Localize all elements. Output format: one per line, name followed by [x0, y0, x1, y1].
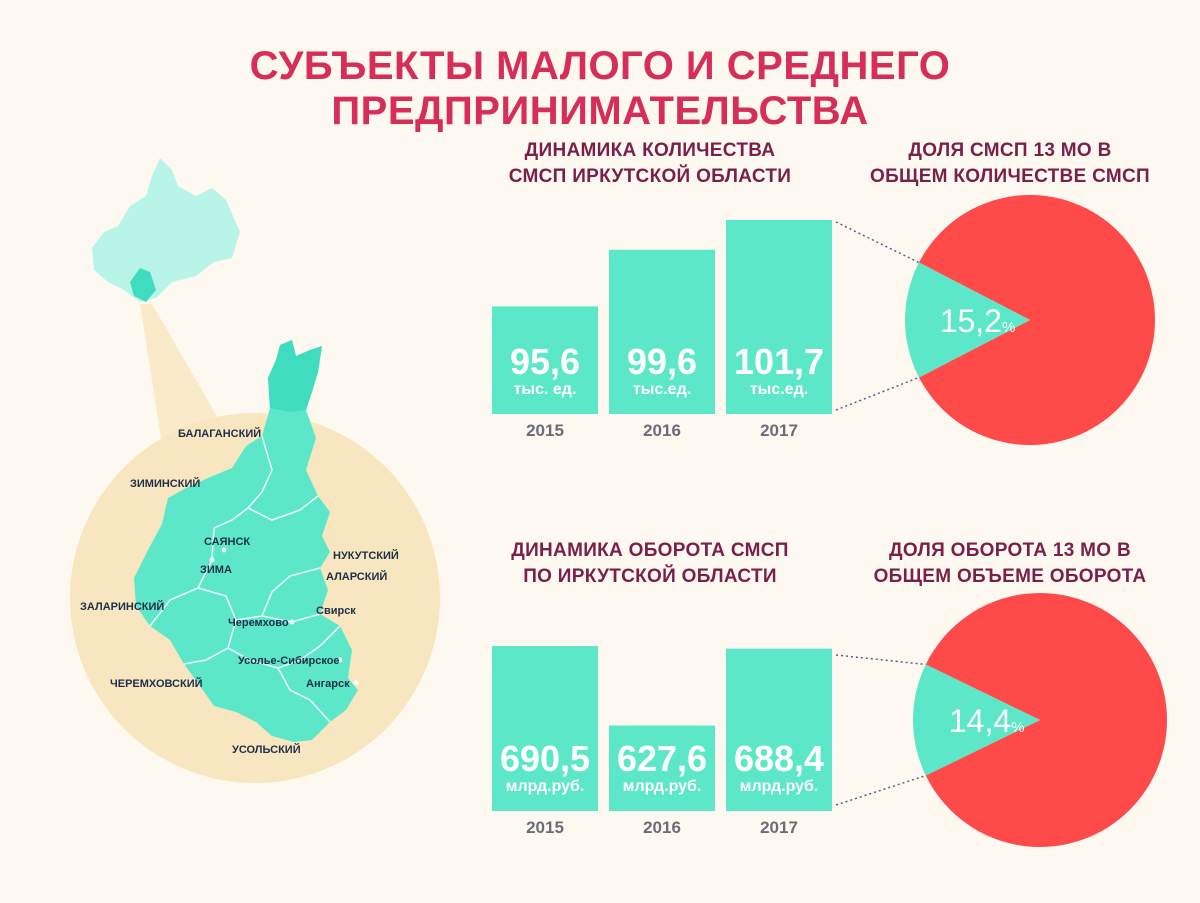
chart0-bar-2016 — [609, 249, 715, 414]
turnover-dynamics-title: ДИНАМИКА ОБОРОТА СМСП ПО ИРКУТСКОЙ ОБЛАС… — [470, 538, 830, 590]
count-dynamics-title-line-1: ДИНАМИКА КОЛИЧЕСТВА — [524, 140, 776, 161]
chart2-bar-2015 — [492, 646, 598, 811]
chart3-pie-rest-slice — [925, 593, 1167, 848]
turnover-share-title-line-2: ОБЩЕМ ОБЪЕМЕ ОБОРОТА — [873, 566, 1147, 587]
turnover-share-title: ДОЛЯ ОБОРОТА 13 МО В ОБЩЕМ ОБЪЕМЕ ОБОРОТ… — [840, 538, 1180, 590]
chart1-pie-value-unit: % — [1002, 319, 1015, 336]
chart3-connector-top — [835, 654, 926, 666]
chart1-connector-bottom — [835, 376, 920, 411]
chart3-pie-value-number: 14,4 — [949, 703, 1011, 739]
chart1-pie-value-number: 15,2 — [940, 303, 1002, 339]
chart0-value-label-2016: 99,6 — [627, 341, 697, 382]
chart2-bar-2016 — [609, 725, 715, 811]
count-dynamics-title: ДИНАМИКА КОЛИЧЕСТВА СМСП ИРКУТСКОЙ ОБЛАС… — [470, 138, 830, 190]
chart1-pie-highlight-slice — [905, 262, 1030, 378]
chart3-connector-bottom — [835, 774, 927, 806]
chart1-pie-rest-slice — [918, 194, 1156, 445]
chart2-year-label-2017: 2017 — [760, 818, 798, 837]
count-share-title: ДОЛЯ СМСП 13 МО В ОБЩЕМ КОЛИЧЕСТВЕ СМСП — [840, 138, 1180, 190]
chart1-connector-top — [835, 221, 920, 264]
chart0-year-label-2017: 2017 — [760, 421, 798, 440]
chart2-value-label-2015: 690,5 — [500, 738, 590, 779]
chart1-pie-value-label: 15,2% — [940, 303, 1016, 339]
page-title: СУБЪЕКТЫ МАЛОГО И СРЕДНЕГО ПРЕДПРИНИМАТЕ… — [249, 44, 951, 133]
count-dynamics-title-line-2: СМСП ИРКУТСКОЙ ОБЛАСТИ — [508, 166, 792, 187]
chart2-year-label-2015: 2015 — [526, 818, 564, 837]
turnover-dynamics-title-line-2: ПО ИРКУТСКОЙ ОБЛАСТИ — [523, 566, 777, 587]
chart2-year-label-2016: 2016 — [643, 818, 681, 837]
chart2-unit-label-2017: млрд.руб. — [740, 778, 819, 795]
chart0-bar-2017 — [726, 220, 832, 414]
chart3-pie-value-unit: % — [1011, 719, 1024, 736]
chart0-bar-2015 — [492, 306, 598, 414]
chart0-unit-label-2017: тыс.ед. — [750, 381, 808, 398]
chart0-value-label-2015: 95,6 — [510, 341, 580, 382]
turnover-share-title-line-1: ДОЛЯ ОБОРОТА 13 МО В — [889, 540, 1131, 561]
chart0-value-label-2017: 101,7 — [734, 341, 824, 382]
chart2-value-label-2017: 688,4 — [734, 738, 824, 779]
chart3-pie-value-label: 14,4% — [949, 703, 1025, 739]
chart0-year-label-2015: 2015 — [526, 421, 564, 440]
chart2-bar-2017 — [726, 648, 832, 811]
chart2-value-label-2016: 627,6 — [617, 738, 707, 779]
chart2-unit-label-2015: млрд.руб. — [506, 778, 585, 795]
count-share-title-line-1: ДОЛЯ СМСП 13 МО В — [908, 140, 1112, 161]
chart0-year-label-2016: 2016 — [643, 421, 681, 440]
chart3-pie-highlight-slice — [913, 664, 1040, 776]
turnover-dynamics-title-line-1: ДИНАМИКА ОБОРОТА СМСП — [511, 540, 789, 561]
chart0-unit-label-2015: тыс. ед. — [514, 381, 577, 398]
chart0-unit-label-2016: тыс.ед. — [633, 381, 691, 398]
count-share-title-line-2: ОБЩЕМ КОЛИЧЕСТВЕ СМСП — [870, 166, 1150, 187]
chart2-unit-label-2016: млрд.руб. — [623, 778, 702, 795]
